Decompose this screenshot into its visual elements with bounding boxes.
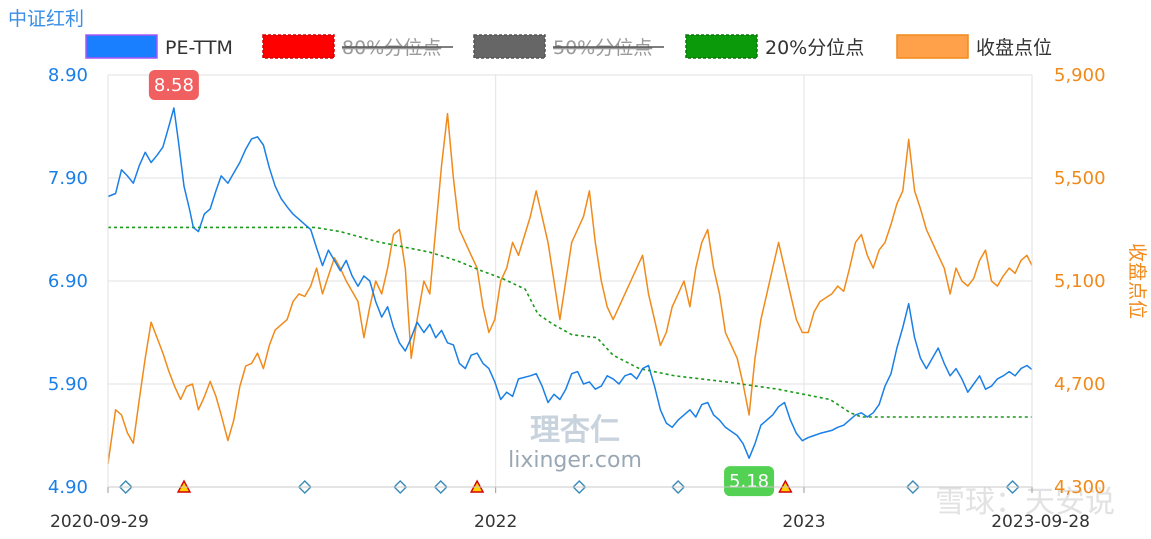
series-line-pe-ttm	[107, 107, 1033, 459]
legend-label-p80: 80%分位点	[342, 37, 441, 59]
legend-item-pe[interactable]: PE-TTM	[85, 34, 233, 59]
legend[interactable]: PE-TTM 80%分位点 50%分位点 20%分位点 收盘点位	[85, 34, 1052, 59]
y-right-tick: 5,500	[1054, 168, 1106, 189]
callout-box	[724, 466, 775, 497]
watermark-corner: 雪球：天安说	[935, 485, 1115, 520]
y-right-tick: 5,900	[1054, 65, 1106, 86]
y-left-tick: 8.90	[48, 65, 88, 86]
callout-label: 5.18	[729, 471, 769, 492]
legend-swatch-p80	[262, 34, 335, 59]
legend-swatch-pe	[85, 34, 158, 59]
callouts: 8.58 5.18	[148, 69, 775, 497]
y-left-tick: 5.90	[48, 374, 88, 395]
y-right-label: 收盘点位	[1126, 243, 1148, 319]
legend-item-p80[interactable]: 80%分位点	[262, 34, 453, 59]
y-left-tick: 6.90	[48, 271, 88, 292]
x-tick-label: 2022	[474, 512, 517, 532]
legend-label-p50: 50%分位点	[553, 37, 652, 59]
y-left-tick: 7.90	[48, 168, 88, 189]
y-right-tick: 4,700	[1054, 374, 1106, 395]
axes: 4.90 5.90 6.90 7.90 8.90 4,300 4,700 5,100 5,500…	[48, 65, 1148, 532]
legend-item-p50[interactable]: 50%分位点	[473, 34, 664, 59]
x-tick-label: 2020-09-29	[50, 512, 149, 532]
legend-swatch-close	[896, 34, 969, 59]
watermark-logo: 理杏仁	[530, 413, 620, 448]
legend-item-close[interactable]: 收盘点位	[896, 34, 1052, 59]
legend-label-close: 收盘点位	[976, 37, 1052, 59]
legend-item-p20[interactable]: 20%分位点	[685, 34, 864, 59]
legend-swatch-p50	[473, 34, 546, 59]
series-line-close	[107, 112, 1033, 464]
watermark-site: lixinger.com	[508, 448, 642, 473]
x-tick-label: 2023	[782, 512, 825, 532]
chart-title: 中证红利	[8, 8, 85, 30]
series-line-p20	[108, 226, 1032, 418]
y-left-tick: 4.90	[48, 477, 88, 498]
legend-swatch-p20	[685, 34, 758, 59]
legend-label-pe: PE-TTM	[165, 37, 233, 59]
y-right-tick: 5,100	[1054, 271, 1106, 292]
legend-label-p20: 20%分位点	[765, 37, 864, 59]
callout-label: 8.58	[154, 75, 194, 96]
x-tick-label: 2023-09-28	[991, 512, 1090, 532]
y-right-tick: 4,300	[1054, 477, 1106, 498]
series-layer	[107, 107, 1033, 464]
callout-box	[148, 69, 199, 100]
watermark: 理杏仁 lixinger.com 雪球：天安说	[508, 413, 1115, 520]
